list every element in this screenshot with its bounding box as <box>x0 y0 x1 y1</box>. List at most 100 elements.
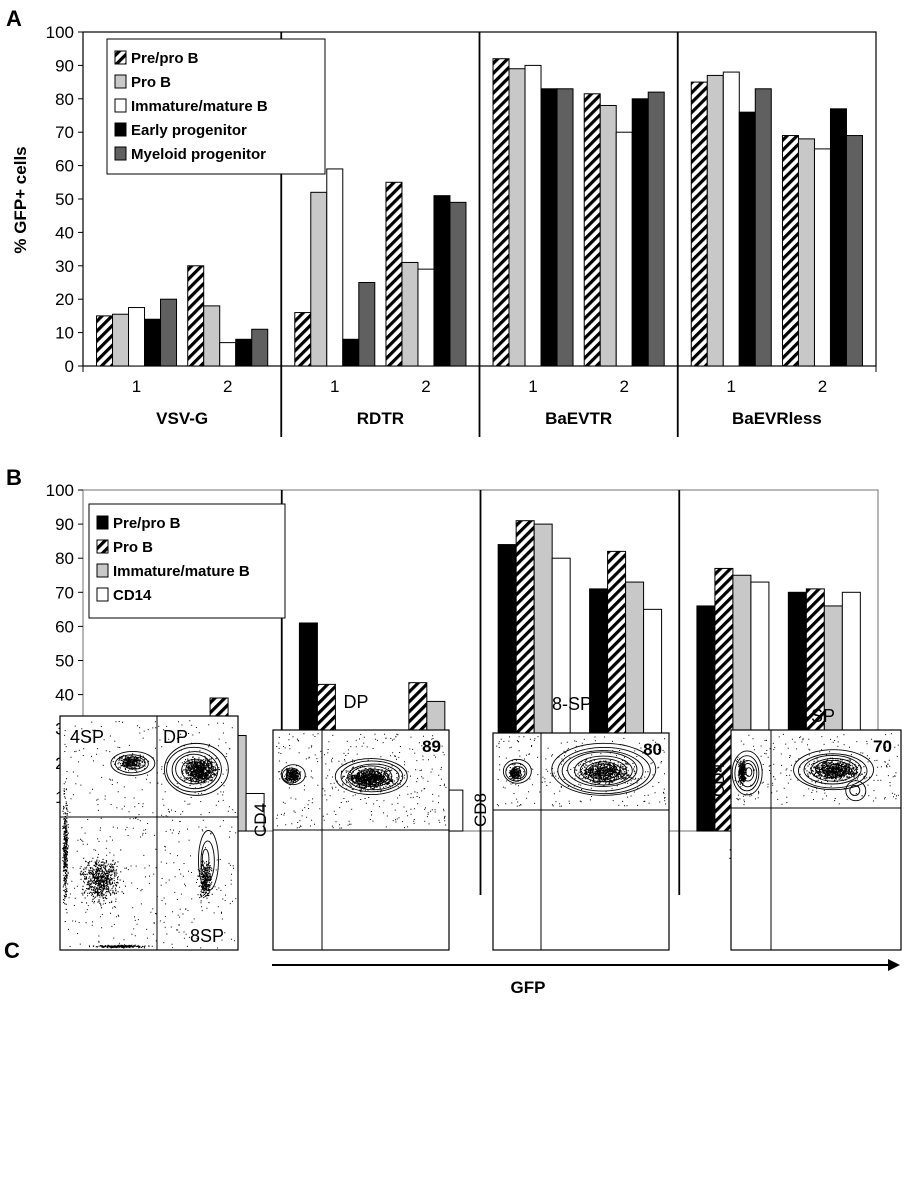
facs-contour-line <box>365 773 378 780</box>
chart-a-bar <box>631 98 649 367</box>
facs-plot-8sp-title: 8-SP <box>552 694 592 714</box>
facs-contour-line <box>357 768 389 785</box>
chart-a-bar <box>556 88 574 367</box>
chart-a-legend-label: Pro B <box>131 74 171 91</box>
chart-a-bar <box>845 135 863 367</box>
chart-a-bar <box>342 338 360 367</box>
chart-a-bar <box>160 298 178 367</box>
chart-a-bar <box>492 58 510 367</box>
facs-contour-line <box>334 758 408 795</box>
facs-plot-4sp-percent: 70 <box>873 737 892 756</box>
chart-a-x-tick-label: 1 <box>330 377 339 396</box>
facs-contour-line <box>551 742 657 796</box>
facs-contour-line <box>350 765 393 787</box>
chart-b-legend-swatch <box>96 587 109 602</box>
chart-a-bar <box>508 68 526 367</box>
facs-contour-line <box>741 763 755 782</box>
facs-overview-label-4sp: 4SP <box>70 727 104 747</box>
facs-plot-8sp: 8-SP 80 CD8 <box>471 694 670 951</box>
facs-plot-8sp-contours <box>502 742 657 796</box>
facs-contour-line <box>502 758 532 784</box>
chart-a-bar <box>144 318 162 367</box>
chart-a-group-label: RDTR <box>357 409 404 428</box>
chart-a-group-label: VSV-G <box>156 409 208 428</box>
facs-contour-line <box>281 767 301 784</box>
chart-a-x-tick-label: 2 <box>223 377 232 396</box>
facs-contour-line <box>198 830 219 891</box>
facs-dot-cloud <box>62 778 69 923</box>
chart-a-legend-swatch <box>114 98 127 113</box>
panel-c-letter: C <box>4 938 20 963</box>
facs-plot-4sp-contours <box>731 749 874 802</box>
chart-a-group-label: BaEVTR <box>545 409 612 428</box>
chart-a-bar <box>583 93 601 367</box>
facs-contour-line <box>738 759 758 788</box>
facs-overview-label-dp: DP <box>163 727 188 747</box>
facs-contour-line <box>125 759 138 767</box>
chart-a-legend-swatch <box>114 50 127 65</box>
chart-a-bar <box>235 338 253 367</box>
chart-a-bar <box>722 71 740 367</box>
chart-a-x-tick-label: 1 <box>132 377 141 396</box>
chart-a-y-tick-label: 60 <box>55 157 74 176</box>
gfp-arrow-head <box>888 959 900 971</box>
chart-a-bar <box>294 312 312 367</box>
facs-contour-line <box>557 746 651 795</box>
chart-a-bar <box>754 88 772 367</box>
chart-a-bar <box>401 261 419 367</box>
facs-contour-line <box>513 768 522 776</box>
facs-contour-line <box>189 766 201 775</box>
chart-b-y-tick-label: 70 <box>55 583 74 602</box>
chart-a-y-axis-label: % GFP+ cells <box>11 146 30 253</box>
facs-dot-cloud <box>197 860 213 904</box>
chart-b-legend-label: Pro B <box>113 539 153 556</box>
chart-a-bar <box>615 131 633 367</box>
facs-dot-cloud <box>88 944 153 949</box>
facs-contour-line <box>798 753 868 789</box>
chart-a: 0 10 20 30 40 50 60 70 80 90 100 1 2 1 2 1 2 1 2 VSV-G RDTR B… <box>46 23 877 437</box>
chart-b-legend-label: Pre/pro B <box>113 515 181 532</box>
facs-contour-line <box>114 754 149 774</box>
facs-contour-line <box>567 751 638 788</box>
chart-a-y-tick-label: 100 <box>46 23 74 42</box>
facs-contour-line <box>849 785 861 796</box>
chart-a-legend-label: Immature/mature B <box>131 98 268 115</box>
chart-a-legend: Pre/pro B Pro B Immature/mature B Early pro… <box>106 38 326 175</box>
facs-contour-line <box>734 755 760 792</box>
facs-plot-8sp-frame <box>492 732 670 951</box>
chart-a-bar <box>690 81 708 367</box>
facs-contour-line <box>171 751 219 790</box>
chart-a-legend-swatch <box>114 146 127 161</box>
chart-a-y-tick-label: 50 <box>55 190 74 209</box>
facs-contour-line <box>591 763 616 777</box>
chart-a-x-tick-label: 2 <box>619 377 628 396</box>
facs-plot-dp-percent: 89 <box>422 737 441 756</box>
facs-contour-line <box>814 760 851 779</box>
chart-b-y-tick-label: 100 <box>46 481 74 500</box>
facs-plot-dp-y-label: CD4 <box>251 803 270 837</box>
facs-contour-line <box>200 840 215 882</box>
facs-contour-line <box>110 750 156 776</box>
chart-a-legend-label: Pre/pro B <box>131 50 199 67</box>
facs-plot-dp-frame <box>272 729 450 951</box>
facs-plot-8sp-percent: 80 <box>643 740 662 759</box>
chart-a-bar <box>738 111 756 367</box>
chart-a-legend-swatch <box>114 74 127 89</box>
chart-a-bar <box>96 315 114 367</box>
facs-contour-line <box>505 762 528 782</box>
chart-a-y-tick-label: 70 <box>55 123 74 142</box>
chart-b-y-tick-label: 60 <box>55 617 74 636</box>
facs-contour-line <box>289 771 297 778</box>
facs-overview-label-8sp: 8SP <box>190 926 224 946</box>
facs-contour-line <box>574 755 633 786</box>
chart-a-bar <box>449 201 467 367</box>
facs-contour-line <box>361 770 383 782</box>
chart-b-y-tick-label: 50 <box>55 652 74 671</box>
facs-contour-line <box>803 754 862 785</box>
facs-plot-8sp-y-label: CD8 <box>471 793 490 827</box>
chart-a-bar <box>128 307 146 367</box>
facs-overview-contours <box>110 742 229 891</box>
chart-b-y-tick-label: 40 <box>55 686 74 705</box>
facs-contour-line <box>166 746 222 793</box>
chart-a-bar <box>706 74 724 367</box>
